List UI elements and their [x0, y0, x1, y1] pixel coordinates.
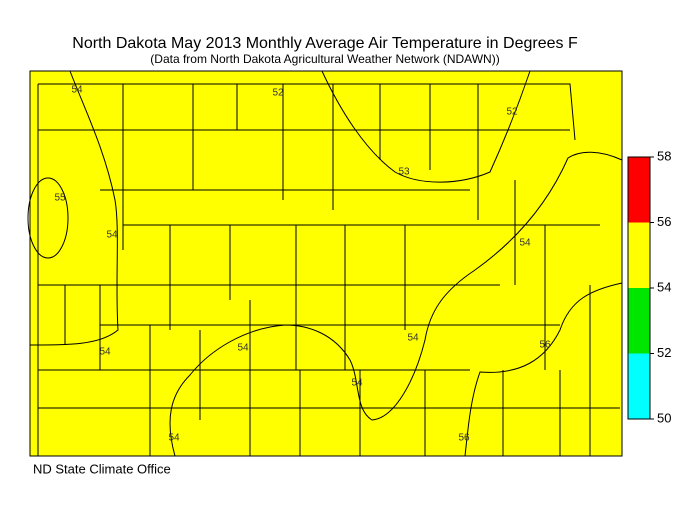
contour-label: 54: [168, 433, 180, 444]
contour-label: 54: [99, 347, 111, 358]
zone-56-58: [27, 177, 69, 259]
contour-label: 54: [237, 343, 249, 354]
contour-label: 56: [458, 433, 470, 444]
legend-swatch: [628, 353, 650, 419]
legend-tick-label: 52: [657, 345, 671, 360]
map: [27, 70, 623, 457]
legend-border: [627, 156, 651, 420]
legend-tick-label: 56: [657, 214, 671, 229]
map-border: [29, 70, 623, 457]
contour-label: 55: [54, 193, 66, 204]
contour-label: 54: [519, 238, 531, 249]
contour-label: 54: [351, 378, 363, 389]
zone-52-54: [29, 70, 623, 457]
map-title: North Dakota May 2013 Monthly Average Ai…: [72, 35, 578, 52]
zone-56-58: [464, 282, 623, 457]
zone-54-56: [30, 71, 622, 456]
contour-labels: 54 52 52 53 55 54 54 54 54 54 56 54 54 56: [54, 85, 551, 444]
legend-tick-label: 50: [657, 410, 671, 425]
legend-swatch: [628, 157, 650, 223]
contour-label: 54: [106, 230, 118, 241]
legend-swatch: [628, 288, 650, 354]
contour-label: 53: [398, 167, 410, 178]
contour-label: 56: [539, 340, 551, 351]
contour-label: 54: [407, 333, 419, 344]
legend-tick-label: 54: [657, 279, 671, 294]
contour-label: 52: [506, 107, 518, 118]
legend-swatch: [628, 222, 650, 288]
legend-tick-label: 58: [657, 148, 671, 163]
contour-label: 54: [71, 85, 83, 96]
contour-label: 52: [272, 88, 284, 99]
map-subtitle: (Data from North Dakota Agricultural Wea…: [150, 52, 499, 66]
color-legend: 50 52 54 56 58: [627, 148, 671, 425]
county-lines: [37, 83, 620, 456]
credit: ND State Climate Office: [33, 461, 171, 476]
zone-50-52: [321, 70, 531, 183]
